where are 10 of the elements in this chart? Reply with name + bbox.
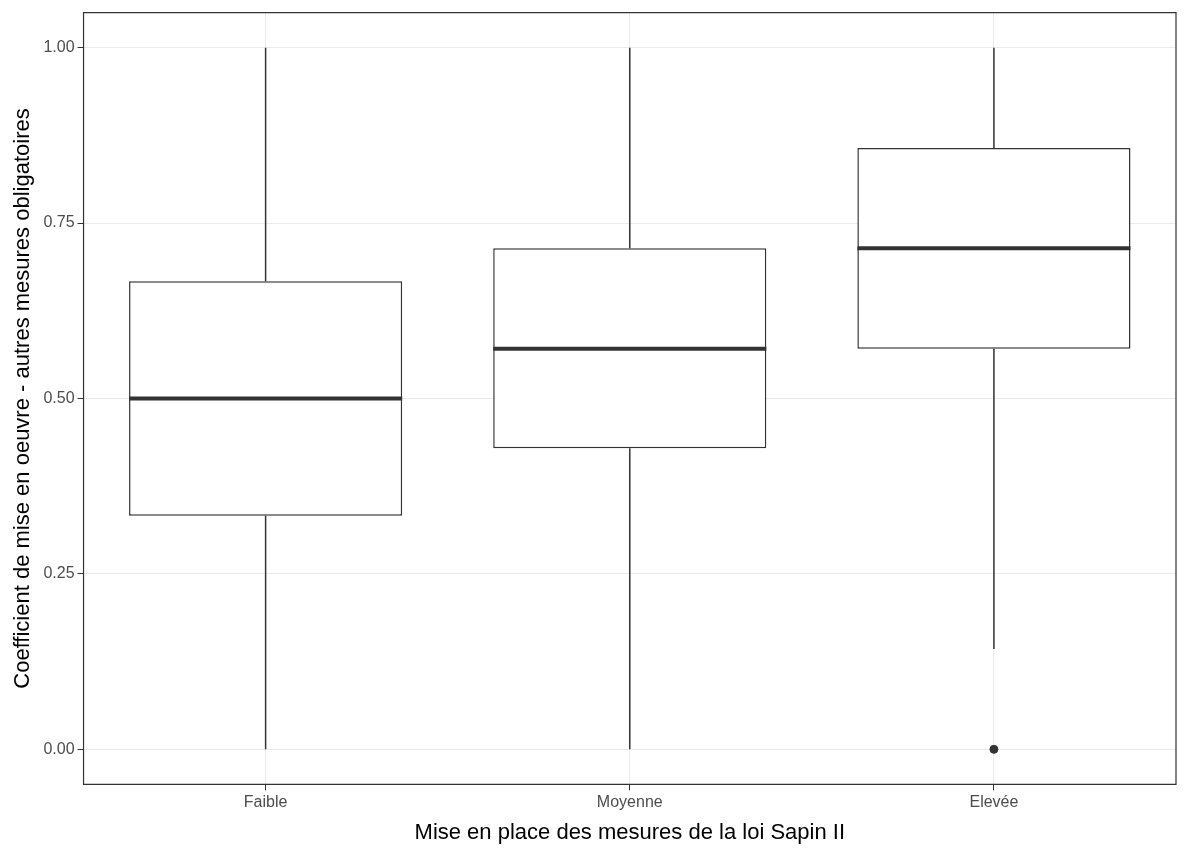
y-tick-label: 0.50 <box>43 388 75 406</box>
y-tick-label: 0.25 <box>43 564 75 582</box>
x-tick-label: Moyenne <box>596 793 663 811</box>
y-axis-title: Coefficient de mise en oeuvre - autres mesures obligatoires <box>9 108 35 689</box>
y-tick-label: 0.75 <box>43 213 75 231</box>
y-tick-label: 1.00 <box>43 38 75 56</box>
y-tick-label: 0.00 <box>43 739 75 757</box>
x-tick-label: Elevée <box>969 793 1019 811</box>
x-tick-label: Faible <box>243 793 288 811</box>
x-axis-title: Mise en place des mesures de la loi Sapin II <box>414 818 845 844</box>
